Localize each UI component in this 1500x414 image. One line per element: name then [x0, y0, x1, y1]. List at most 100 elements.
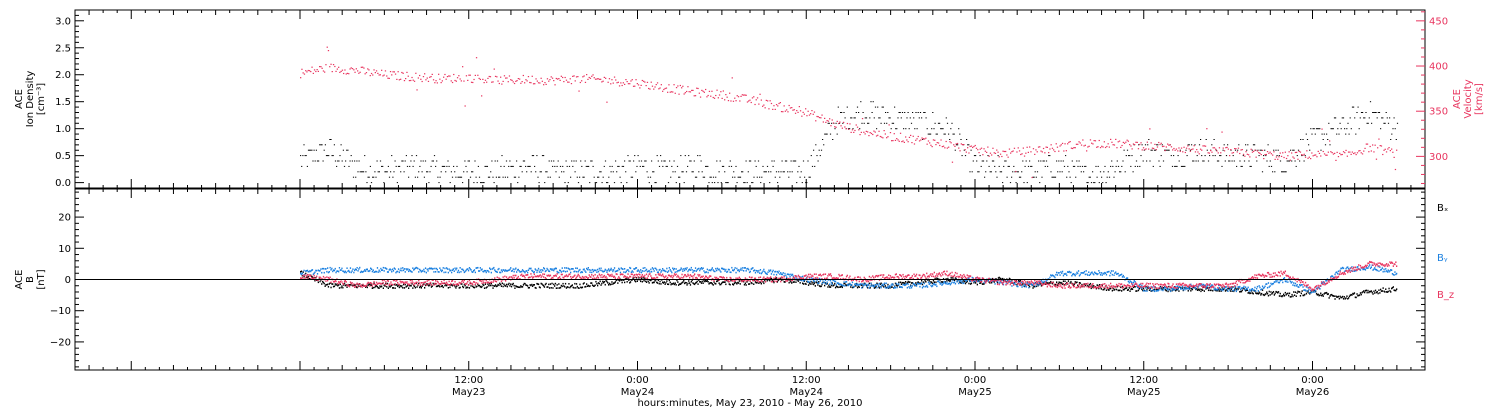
b-point-2: [1167, 289, 1169, 291]
b-point-3: [676, 276, 678, 278]
b-point-1: [1281, 295, 1283, 298]
b-point-1: [1334, 298, 1336, 300]
b-point-2: [844, 285, 846, 287]
velocity-point: [567, 81, 569, 83]
b-point-2: [447, 271, 449, 274]
density-point: [1385, 112, 1387, 113]
density-point: [585, 165, 587, 167]
b-point-1: [410, 285, 412, 287]
b-point-1: [1256, 292, 1259, 295]
b-point-1: [843, 282, 845, 285]
b-point-3: [737, 277, 739, 280]
b-point-3: [493, 279, 495, 282]
b-point-2: [1037, 284, 1039, 286]
b-point-1: [965, 281, 967, 283]
b-point-3: [582, 277, 584, 279]
b-point-2: [860, 283, 862, 285]
b-point-2: [318, 270, 320, 272]
density-point: [1396, 122, 1399, 124]
b-point-1: [545, 282, 547, 285]
b-point-1: [1377, 292, 1379, 295]
b-point-2: [700, 267, 703, 269]
b-point-1: [1097, 284, 1099, 287]
b-point-2: [1130, 281, 1132, 283]
b-point-2: [407, 268, 409, 270]
b-point-3: [313, 274, 315, 277]
b-point-3: [650, 275, 652, 277]
density-point: [798, 165, 800, 167]
density-point: [914, 128, 916, 130]
b-point-2: [1376, 269, 1378, 272]
density-point: [619, 176, 621, 178]
b-point-1: [979, 282, 981, 284]
velocity-point: [1174, 149, 1176, 151]
b-point-3: [465, 283, 467, 285]
velocity-point: [1384, 148, 1386, 150]
density-point: [383, 182, 385, 184]
b-point-1: [442, 286, 444, 289]
b-point-2: [1145, 287, 1147, 289]
density-point: [573, 160, 575, 162]
density-point: [895, 128, 897, 130]
b-point-2: [1353, 270, 1356, 272]
b-point-1: [662, 282, 665, 284]
b-point-1: [1338, 297, 1340, 300]
b-point-2: [333, 269, 336, 272]
velocity-point: [321, 67, 323, 69]
velocity-point: [535, 78, 537, 80]
b-point-1: [537, 283, 540, 286]
b-point-2: [424, 270, 426, 273]
velocity-point: [379, 74, 381, 76]
b-point-2: [1137, 286, 1139, 288]
b-point-3: [530, 273, 532, 275]
b-point-1: [1184, 287, 1186, 289]
density-point: [966, 139, 968, 140]
density-point: [357, 171, 359, 173]
velocity-point: [500, 76, 502, 78]
b-point-2: [352, 268, 354, 270]
b-point-2: [1389, 270, 1391, 272]
density-point: [1368, 117, 1370, 119]
b-point-3: [382, 282, 384, 284]
b-point-1: [463, 283, 465, 286]
velocity-point: [391, 74, 393, 76]
velocity-point: [1188, 148, 1190, 150]
velocity-point: [422, 76, 425, 78]
velocity-point: [697, 87, 699, 90]
density-point: [446, 165, 448, 167]
b-point-1: [393, 283, 395, 286]
b-point-1: [942, 281, 944, 283]
velocity-point: [1244, 155, 1246, 157]
density-point: [1183, 165, 1185, 167]
b-point-1: [441, 285, 443, 287]
b-point-1: [771, 279, 773, 282]
density-point: [1247, 144, 1249, 146]
b-point-3: [702, 275, 704, 278]
b-point-2: [340, 269, 342, 271]
b-point-1: [1117, 289, 1119, 292]
b-point-3: [482, 280, 484, 282]
b-point-1: [327, 283, 329, 286]
velocity-point: [1127, 140, 1129, 142]
b-point-2: [559, 269, 561, 272]
density-point: [1063, 165, 1066, 167]
density-point: [953, 133, 955, 135]
b-point-2: [600, 267, 602, 270]
velocity-point: [813, 111, 816, 113]
density-point: [807, 160, 809, 162]
b-point-1: [903, 281, 905, 284]
b-point-2: [371, 270, 373, 273]
b-point-1: [1259, 292, 1261, 295]
b-point-2: [991, 280, 994, 283]
velocity-point: [413, 80, 416, 82]
b-point-2: [1095, 272, 1097, 275]
density-point: [797, 171, 799, 173]
density-point: [879, 117, 881, 119]
b-point-2: [468, 267, 471, 269]
velocity-point: [1126, 139, 1128, 141]
b-point-2: [935, 283, 937, 286]
b-point-1: [701, 280, 703, 283]
velocity-point: [939, 144, 941, 147]
velocity-point: [1368, 151, 1370, 153]
b-point-3: [471, 282, 473, 285]
